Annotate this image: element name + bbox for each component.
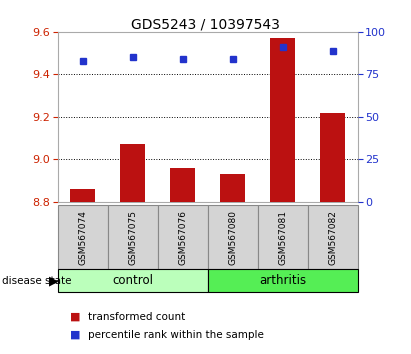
Text: ■: ■: [70, 312, 81, 322]
Bar: [208, 205, 258, 269]
Text: GSM567075: GSM567075: [128, 210, 137, 265]
Bar: [320, 113, 345, 202]
Bar: [58, 269, 208, 292]
Bar: [258, 205, 307, 269]
Text: arthritis: arthritis: [259, 274, 306, 287]
Text: percentile rank within the sample: percentile rank within the sample: [88, 330, 264, 339]
Text: control: control: [112, 274, 153, 287]
Bar: [120, 144, 145, 202]
Bar: [208, 269, 358, 292]
Text: GSM567076: GSM567076: [178, 210, 187, 265]
Text: GSM567081: GSM567081: [278, 210, 287, 265]
Bar: [58, 205, 108, 269]
Bar: [170, 168, 195, 202]
Text: GSM567080: GSM567080: [228, 210, 237, 265]
Text: transformed count: transformed count: [88, 312, 186, 322]
Text: GDS5243 / 10397543: GDS5243 / 10397543: [131, 18, 280, 32]
Text: ■: ■: [70, 330, 81, 339]
Bar: [157, 205, 208, 269]
Bar: [108, 205, 157, 269]
Text: GSM567082: GSM567082: [328, 210, 337, 265]
Bar: [70, 189, 95, 202]
Bar: [220, 174, 245, 202]
Bar: [307, 205, 358, 269]
Text: ▶: ▶: [48, 274, 58, 287]
Bar: [270, 38, 295, 202]
Text: GSM567074: GSM567074: [78, 210, 87, 265]
Text: disease state: disease state: [2, 275, 72, 286]
